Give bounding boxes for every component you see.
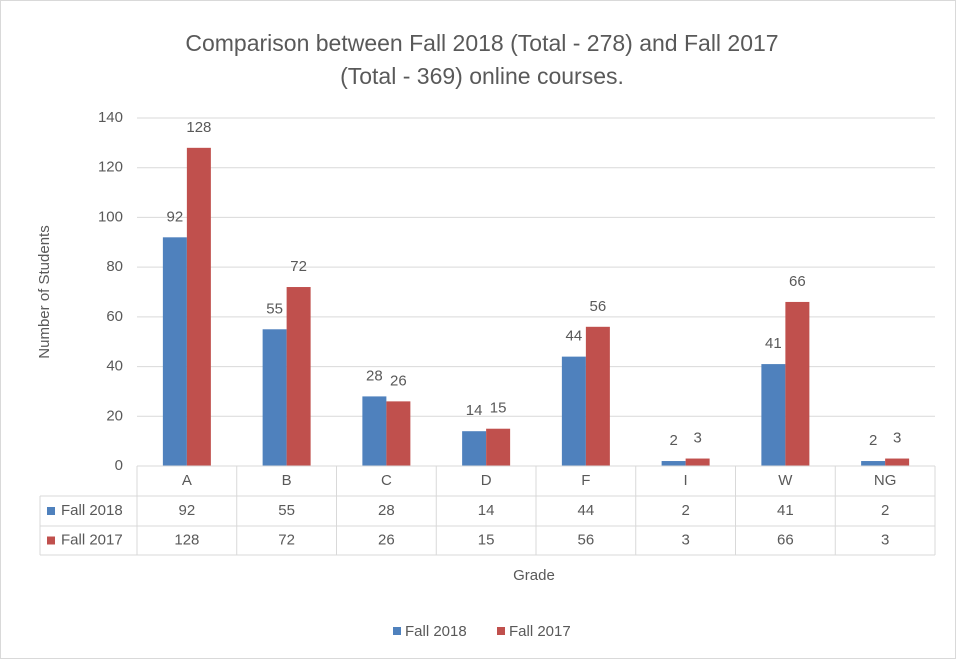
table-cell: 15	[478, 531, 495, 548]
bar	[761, 364, 786, 466]
table-cell: 56	[578, 531, 595, 548]
bar	[386, 401, 411, 466]
bar	[186, 147, 211, 467]
table-row-header: Fall 2018	[61, 502, 123, 519]
x-axis-label: Grade	[513, 567, 555, 584]
legend-label: Fall 2018	[405, 623, 467, 640]
chart-title: (Total - 369) online courses.	[340, 63, 624, 89]
data-label: 72	[290, 258, 307, 275]
table-cell: 2	[681, 502, 689, 519]
legend-key	[393, 627, 401, 635]
y-tick-label: 100	[98, 208, 123, 225]
x-tick-label: W	[778, 472, 793, 489]
data-label: 55	[266, 300, 283, 317]
bar	[486, 428, 511, 466]
y-tick-label: 80	[106, 258, 123, 275]
data-label: 28	[366, 367, 383, 384]
x-tick-label: I	[684, 472, 688, 489]
table-cell: 3	[681, 531, 689, 548]
table-cell: 14	[478, 502, 495, 519]
x-tick-label: C	[381, 472, 392, 489]
bar	[162, 237, 187, 466]
x-tick-label: D	[481, 472, 492, 489]
y-tick-label: 140	[98, 109, 123, 126]
table-cell: 92	[179, 502, 196, 519]
table-cell: 26	[378, 531, 395, 548]
table-cell: 28	[378, 502, 395, 519]
data-label: 128	[186, 119, 211, 136]
table-legend-key	[47, 536, 55, 545]
data-label: 26	[390, 372, 407, 389]
data-label: 92	[167, 208, 184, 225]
data-label: 3	[893, 430, 901, 447]
legend-label: Fall 2017	[509, 623, 571, 640]
y-axis-label: Number of Students	[36, 225, 53, 358]
table-legend-key	[47, 507, 55, 515]
y-tick-label: 0	[115, 457, 123, 474]
bar	[561, 356, 586, 466]
bar	[262, 329, 287, 466]
table-cell: 72	[278, 531, 295, 548]
data-label: 44	[566, 328, 583, 345]
data-label: 2	[669, 432, 677, 449]
table-cell: 66	[777, 531, 794, 548]
table-cell: 2	[881, 502, 889, 519]
bar	[685, 458, 710, 466]
x-tick-label: NG	[874, 472, 897, 489]
data-label: 41	[765, 335, 782, 352]
y-tick-label: 60	[106, 308, 123, 325]
x-tick-label: B	[282, 472, 292, 489]
table-cell: 41	[777, 502, 794, 519]
table-row-header: Fall 2017	[61, 531, 123, 548]
data-label: 66	[789, 273, 806, 290]
bar	[462, 431, 487, 466]
data-label: 14	[466, 402, 483, 419]
bar	[785, 301, 810, 466]
table-cell: 3	[881, 531, 889, 548]
x-tick-label: A	[182, 472, 192, 489]
bar	[885, 458, 910, 466]
table-cell: 128	[174, 531, 199, 548]
bar	[861, 461, 886, 466]
y-tick-label: 20	[106, 407, 123, 424]
data-label: 15	[490, 400, 507, 417]
bar	[362, 396, 387, 466]
chart-title: Comparison between Fall 2018 (Total - 27…	[185, 30, 778, 56]
data-label: 3	[693, 430, 701, 447]
bar	[661, 461, 686, 466]
y-tick-label: 40	[106, 358, 123, 375]
bar	[286, 287, 311, 466]
table-cell: 55	[278, 502, 295, 519]
y-tick-label: 120	[98, 159, 123, 176]
data-label: 56	[590, 298, 607, 315]
table-cell: 44	[578, 502, 595, 519]
data-label: 2	[869, 432, 877, 449]
x-tick-label: F	[581, 472, 590, 489]
bar	[585, 326, 610, 466]
legend-key	[497, 627, 505, 635]
